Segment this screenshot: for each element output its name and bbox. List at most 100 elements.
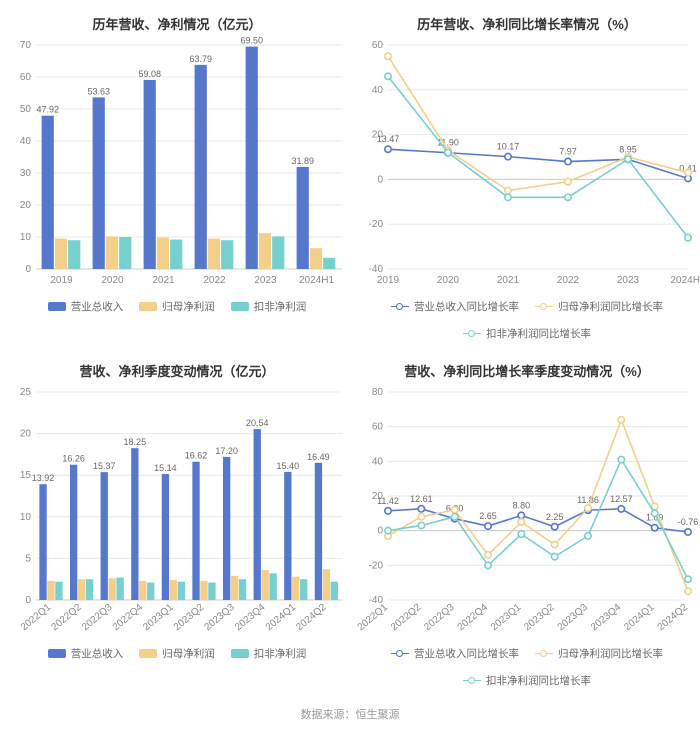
svg-text:11.86: 11.86 [577, 495, 599, 505]
bar [162, 474, 169, 600]
data-point [485, 552, 491, 558]
legend: 营业总收入归母净利润扣非净利润 [4, 295, 350, 324]
data-point [585, 505, 591, 511]
svg-text:2022Q4: 2022Q4 [111, 602, 146, 634]
bar [55, 582, 62, 600]
svg-text:2024Q1: 2024Q1 [622, 602, 657, 634]
svg-text:20: 20 [20, 429, 32, 440]
svg-text:0: 0 [377, 174, 383, 185]
svg-text:2020: 2020 [437, 275, 460, 286]
charts-grid: 历年营收、净利情况（亿元） 01020304050607047.92201953… [4, 8, 696, 698]
legend-item: 归母净利润 [139, 646, 215, 661]
bar [39, 484, 46, 600]
bar [315, 463, 322, 600]
data-point [565, 178, 571, 184]
legend-item: 营业总收入同比增长率 [391, 299, 519, 314]
svg-text:25: 25 [20, 387, 32, 398]
bar [192, 462, 199, 600]
svg-text:2023Q4: 2023Q4 [589, 602, 624, 634]
svg-text:40: 40 [372, 85, 384, 96]
svg-text:59.08: 59.08 [138, 69, 161, 79]
series-line [388, 509, 688, 532]
data-point [618, 417, 624, 423]
svg-text:2019: 2019 [50, 275, 73, 286]
legend-swatch [139, 302, 157, 311]
bar [331, 582, 338, 600]
legend-label: 扣非净利润 [254, 646, 307, 661]
svg-text:2021: 2021 [152, 275, 175, 286]
data-point [685, 529, 691, 535]
svg-text:2023Q4: 2023Q4 [233, 602, 268, 634]
bar [284, 472, 291, 600]
panel-annual-growth: 历年营收、净利同比增长率情况（%） -40-200204060201920202… [354, 8, 700, 351]
svg-text:40: 40 [20, 136, 32, 147]
svg-text:2023: 2023 [254, 275, 277, 286]
bar [292, 577, 299, 600]
legend-swatch [535, 649, 553, 659]
data-point [518, 531, 524, 537]
svg-text:-0.76: -0.76 [678, 517, 699, 527]
svg-text:8.80: 8.80 [513, 500, 531, 510]
svg-text:10: 10 [20, 232, 32, 243]
svg-text:2022Q1: 2022Q1 [19, 602, 54, 634]
bar [170, 580, 177, 600]
svg-text:12.57: 12.57 [610, 494, 633, 504]
svg-text:2023: 2023 [617, 275, 640, 286]
legend-item: 营业总收入 [48, 646, 124, 661]
bar-chart: 051015202513.922022Q116.262022Q215.37202… [4, 382, 350, 642]
legend-label: 营业总收入 [71, 646, 124, 661]
series-line [388, 149, 688, 178]
data-point [585, 533, 591, 539]
svg-text:2023Q2: 2023Q2 [172, 602, 207, 634]
svg-text:2023Q3: 2023Q3 [556, 602, 591, 634]
series-line [388, 56, 688, 190]
bar [323, 258, 335, 269]
legend-item: 扣非净利润 [231, 646, 307, 661]
bar [131, 448, 138, 600]
svg-text:15.37: 15.37 [93, 461, 116, 471]
data-source-footer: 数据来源：恒生聚源 [4, 698, 696, 726]
bar [119, 237, 131, 269]
legend-item: 营业总收入 [48, 299, 124, 314]
legend-item: 归母净利润同比增长率 [535, 299, 663, 314]
svg-text:2022Q1: 2022Q1 [356, 602, 391, 634]
legend-swatch [463, 329, 481, 339]
legend-label: 扣非净利润同比增长率 [486, 673, 591, 688]
svg-text:2022Q4: 2022Q4 [456, 602, 491, 634]
data-point [685, 588, 691, 594]
svg-text:-40: -40 [369, 264, 384, 275]
data-point [685, 234, 691, 240]
svg-text:60: 60 [20, 72, 32, 83]
data-point [451, 507, 457, 513]
line-chart: -40-200204060201920202021202220232024H11… [354, 35, 700, 295]
bar [297, 167, 309, 269]
data-point [385, 73, 391, 79]
legend: 营业总收入同比增长率 归母净利润同比增长率扣非净利润同比增长率 [354, 295, 700, 351]
svg-text:53.63: 53.63 [87, 86, 110, 96]
svg-text:2023Q1: 2023Q1 [489, 602, 524, 634]
data-point [418, 522, 424, 528]
svg-text:17.20: 17.20 [215, 446, 238, 456]
legend-label: 营业总收入同比增长率 [414, 646, 519, 661]
data-point [505, 194, 511, 200]
svg-text:80: 80 [372, 387, 384, 398]
bar [272, 236, 284, 269]
svg-text:-20: -20 [369, 219, 384, 230]
svg-text:5: 5 [25, 553, 31, 564]
data-point [685, 576, 691, 582]
data-point [505, 187, 511, 193]
svg-text:2024H1: 2024H1 [299, 275, 334, 286]
bar [109, 578, 116, 600]
svg-text:50: 50 [20, 104, 32, 115]
legend-item: 扣非净利润同比增长率 [463, 326, 591, 341]
svg-text:13.47: 13.47 [377, 134, 400, 144]
svg-text:16.62: 16.62 [185, 451, 208, 461]
legend-swatch [463, 676, 481, 686]
svg-text:2023Q1: 2023Q1 [141, 602, 176, 634]
data-point [518, 512, 524, 518]
svg-text:60: 60 [372, 422, 384, 433]
data-point [418, 506, 424, 512]
data-point [551, 524, 557, 530]
panel-quarterly-revenue: 营收、净利季度变动情况（亿元） 051015202513.922022Q116.… [4, 355, 350, 698]
svg-text:2022: 2022 [557, 275, 580, 286]
